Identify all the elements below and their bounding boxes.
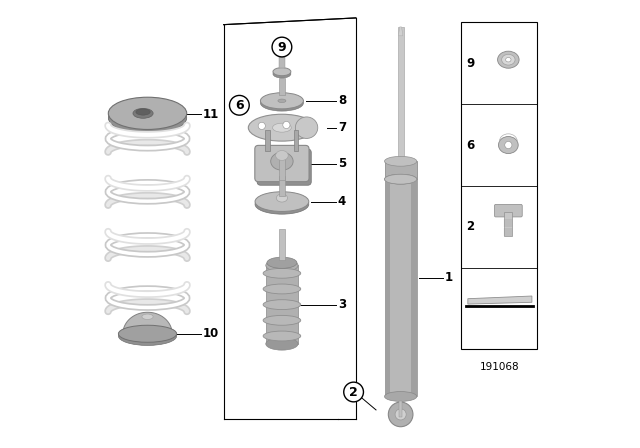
Bar <box>294 130 298 151</box>
Text: 4: 4 <box>338 195 346 208</box>
Ellipse shape <box>263 315 301 325</box>
Circle shape <box>283 121 290 129</box>
Ellipse shape <box>260 95 303 111</box>
Ellipse shape <box>499 137 518 154</box>
Ellipse shape <box>263 300 301 310</box>
Circle shape <box>344 382 364 402</box>
Ellipse shape <box>266 259 298 271</box>
Ellipse shape <box>255 194 309 214</box>
Ellipse shape <box>273 68 291 76</box>
Ellipse shape <box>278 99 286 103</box>
Ellipse shape <box>385 392 417 401</box>
Ellipse shape <box>273 70 291 78</box>
Ellipse shape <box>263 331 301 341</box>
Text: 6: 6 <box>467 138 475 151</box>
FancyBboxPatch shape <box>257 149 311 185</box>
Polygon shape <box>123 312 172 334</box>
Bar <box>385 179 390 396</box>
Bar <box>397 27 404 170</box>
Ellipse shape <box>497 51 519 68</box>
Ellipse shape <box>296 117 317 138</box>
Bar <box>279 57 285 68</box>
Ellipse shape <box>118 325 177 342</box>
Bar <box>385 161 417 179</box>
Polygon shape <box>398 27 403 36</box>
Polygon shape <box>468 296 532 304</box>
Ellipse shape <box>506 57 511 62</box>
Text: 2: 2 <box>467 220 475 233</box>
Ellipse shape <box>388 402 413 426</box>
Text: 1: 1 <box>445 271 452 284</box>
Ellipse shape <box>133 108 153 118</box>
Bar <box>266 265 298 344</box>
Bar <box>279 229 285 260</box>
Ellipse shape <box>266 338 298 350</box>
Text: 2: 2 <box>349 385 358 399</box>
Bar <box>385 179 417 396</box>
Ellipse shape <box>276 194 287 202</box>
Circle shape <box>272 37 292 57</box>
Ellipse shape <box>248 114 316 141</box>
Ellipse shape <box>263 284 301 294</box>
Text: 10: 10 <box>203 327 219 340</box>
Ellipse shape <box>385 174 417 184</box>
Ellipse shape <box>136 109 150 115</box>
Text: 3: 3 <box>338 298 346 311</box>
Ellipse shape <box>255 192 309 211</box>
Bar <box>279 155 285 180</box>
Circle shape <box>230 95 249 115</box>
Ellipse shape <box>108 97 187 129</box>
Ellipse shape <box>271 152 293 170</box>
Text: 11: 11 <box>203 108 219 121</box>
Circle shape <box>258 122 266 129</box>
FancyBboxPatch shape <box>495 204 522 217</box>
Text: 7: 7 <box>338 121 346 134</box>
Bar <box>412 179 417 396</box>
Text: 9: 9 <box>278 40 286 54</box>
Bar <box>461 22 538 349</box>
Bar <box>279 176 285 196</box>
Ellipse shape <box>385 174 417 184</box>
Bar <box>266 130 270 151</box>
Ellipse shape <box>273 123 291 132</box>
Ellipse shape <box>267 257 297 268</box>
Bar <box>504 212 513 236</box>
Ellipse shape <box>263 268 301 278</box>
Ellipse shape <box>118 327 177 345</box>
Ellipse shape <box>142 314 153 319</box>
Ellipse shape <box>276 151 288 160</box>
Text: 5: 5 <box>338 157 346 170</box>
Ellipse shape <box>395 409 406 420</box>
Ellipse shape <box>502 54 515 65</box>
Bar <box>399 401 402 417</box>
Ellipse shape <box>385 156 417 166</box>
Text: 6: 6 <box>235 99 244 112</box>
Text: 191068: 191068 <box>479 362 519 372</box>
Ellipse shape <box>108 102 187 134</box>
FancyBboxPatch shape <box>255 145 309 182</box>
Ellipse shape <box>260 93 303 109</box>
Circle shape <box>505 142 512 149</box>
Text: 8: 8 <box>338 94 346 108</box>
Text: 9: 9 <box>467 57 475 70</box>
Bar <box>279 78 285 95</box>
